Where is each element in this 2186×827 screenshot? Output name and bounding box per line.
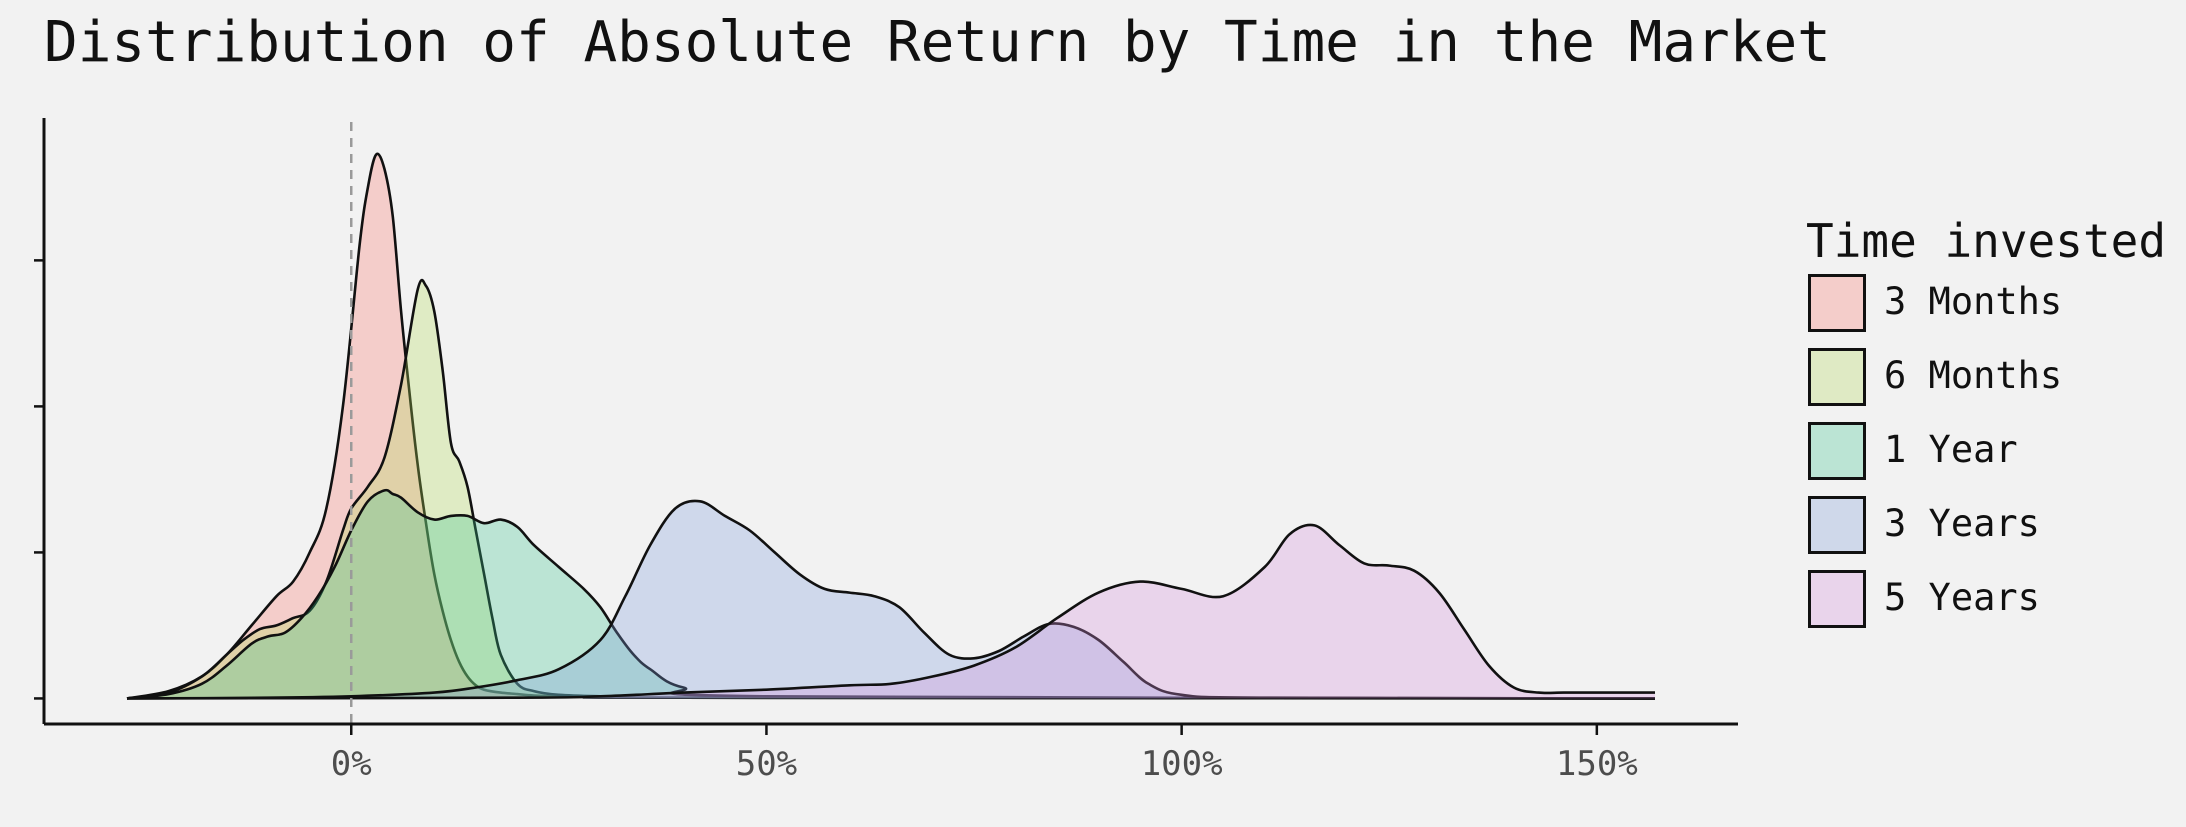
legend-item-3-months: 3 Months — [1806, 270, 2166, 344]
legend-item-5-years: 5 Years — [1806, 566, 2166, 640]
density-line-3-years — [126, 499, 1656, 700]
legend: Time invested 3 Months 6 Months 1 Year 3 Ye… — [1806, 212, 2166, 640]
x-tick-label-3: 150% — [1556, 744, 1638, 784]
density-area-6-months — [127, 280, 1655, 699]
density-area-1-year — [127, 490, 1655, 699]
legend-label: 6 Months — [1884, 354, 2063, 397]
legend-swatch — [1808, 422, 1866, 480]
legend-label: 3 Months — [1884, 280, 2063, 323]
density-area-3-months — [127, 153, 1655, 699]
legend-swatch — [1808, 348, 1866, 406]
legend-label: 3 Years — [1884, 502, 2040, 545]
density-line-5-years — [126, 523, 1655, 700]
legend-item-6-months: 6 Months — [1806, 344, 2166, 418]
legend-title: Time invested — [1806, 214, 2167, 268]
legend-items: 3 Months 6 Months 1 Year 3 Years 5 Years — [1806, 270, 2166, 640]
chart-title: Distribution of Absolute Return by Time … — [44, 10, 1831, 75]
legend-swatch — [1808, 274, 1866, 332]
x-tick-label-0: 0% — [331, 744, 372, 784]
legend-label: 1 Year — [1884, 428, 2018, 471]
x-tick-label-2: 100% — [1141, 744, 1223, 784]
legend-item-1-year: 1 Year — [1806, 418, 2166, 492]
density-area-5-years — [127, 524, 1655, 699]
legend-swatch — [1808, 570, 1866, 628]
x-tick-label-1: 50% — [736, 744, 797, 784]
density-line-1-year — [126, 488, 1656, 700]
legend-swatch — [1808, 496, 1866, 554]
density-area-3-years — [127, 500, 1655, 699]
legend-label: 5 Years — [1884, 576, 2040, 619]
legend-item-3-years: 3 Years — [1806, 492, 2166, 566]
